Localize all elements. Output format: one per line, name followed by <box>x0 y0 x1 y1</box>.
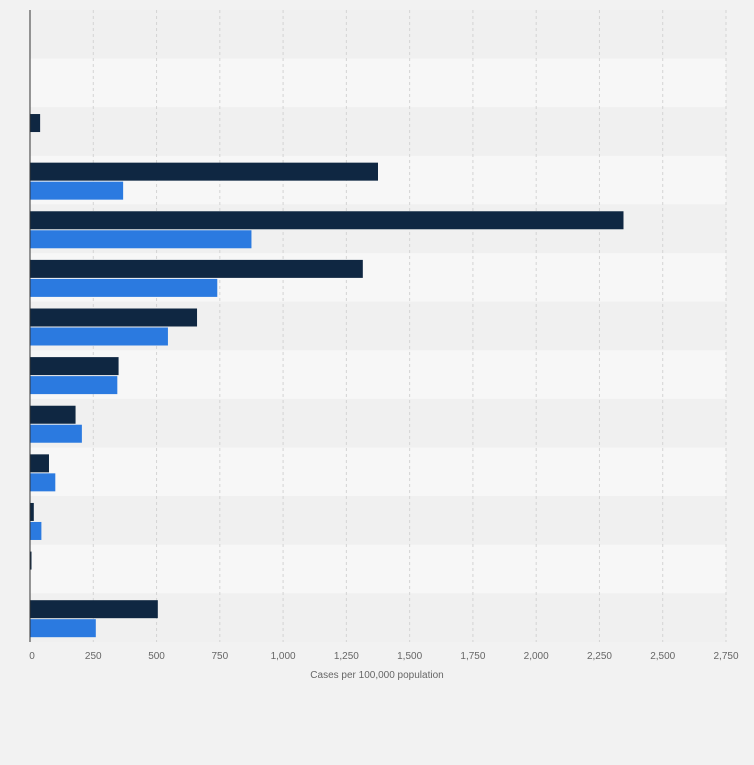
x-tick-label: 0 <box>29 651 35 662</box>
bar-series-1 <box>30 551 32 570</box>
row-band <box>30 447 726 497</box>
row-band <box>30 496 726 545</box>
x-tick-label: 1,750 <box>460 651 485 662</box>
row-band <box>30 58 726 108</box>
x-tick-label: 1,000 <box>271 651 296 662</box>
x-tick-label: 2,250 <box>587 651 612 662</box>
x-tick-label: 1,250 <box>334 651 359 662</box>
x-tick-label: 2,000 <box>524 651 549 662</box>
bar-series-1 <box>30 114 41 133</box>
bar-series-2 <box>30 181 124 200</box>
row-band <box>30 544 726 594</box>
x-tick-labels: 0 250 500 750 1,000 1,250 1,500 1,750 2,000 2,250… <box>29 651 739 662</box>
x-tick-label: 1,500 <box>397 651 422 662</box>
row-band <box>30 107 726 156</box>
x-tick-label: 750 <box>211 651 228 662</box>
bar-series-2 <box>30 278 218 297</box>
bar-series-1 <box>30 502 34 521</box>
bar-series-2 <box>30 424 82 443</box>
bar-series-2 <box>30 376 118 395</box>
row-band <box>30 10 726 59</box>
bar-series-1 <box>30 259 363 278</box>
bar-series-1 <box>30 454 49 473</box>
row-band <box>30 398 726 448</box>
bar-series-1 <box>30 211 624 230</box>
bar-series-2 <box>30 473 56 492</box>
bar-series-2 <box>30 230 252 249</box>
bar-series-1 <box>30 308 198 327</box>
bar-series-2 <box>30 521 42 540</box>
x-tick-label: 2,500 <box>650 651 675 662</box>
bar-series-1 <box>30 162 378 181</box>
bar-series-2 <box>30 327 168 346</box>
bar-series-2 <box>30 619 96 638</box>
x-tick-label: 2,750 <box>713 651 738 662</box>
x-tick-label: 250 <box>85 651 102 662</box>
bars <box>30 114 624 638</box>
bar-series-1 <box>30 405 76 424</box>
x-tick-label: 500 <box>148 651 165 662</box>
x-axis-label: Cases per 100,000 population <box>310 670 443 681</box>
row-band <box>30 350 726 399</box>
bar-series-1 <box>30 357 119 376</box>
bar-series-1 <box>30 600 158 619</box>
